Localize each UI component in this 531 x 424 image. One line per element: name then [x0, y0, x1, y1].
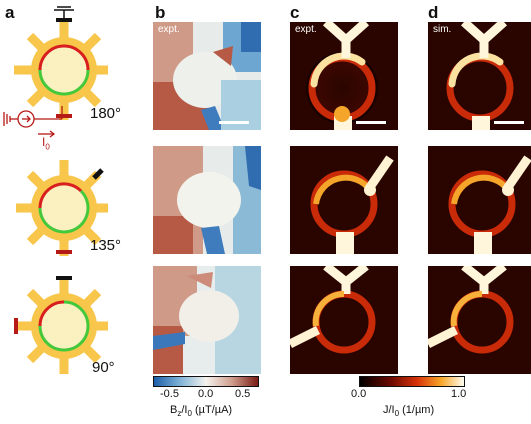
bz-map-180: expt. [153, 22, 261, 130]
device-schematic-90 [14, 276, 108, 374]
contact-bottom-red [56, 250, 72, 254]
green-arc [38, 189, 90, 234]
scale-bar [356, 121, 386, 124]
angle-label-90: 90° [92, 359, 115, 376]
contact-bottom-red [56, 114, 72, 118]
contact-top-black [56, 18, 72, 22]
current-label: I0 [42, 135, 50, 152]
panel-label-b: b [155, 3, 166, 22]
scale-bar [494, 121, 524, 124]
j-map-expt-180: expt. [290, 22, 398, 130]
panel-label-a: a [5, 3, 15, 22]
device-disk [40, 302, 88, 350]
red-arc [38, 300, 65, 327]
bz-map-90 [153, 266, 261, 374]
angle-label-180: 180° [90, 105, 122, 122]
green-arc [38, 69, 90, 96]
contact-left-red [14, 318, 18, 334]
device-disk [40, 46, 88, 94]
colorbar-bz-tick: -0.5 [160, 388, 179, 400]
red-arc [38, 44, 90, 71]
panel-label-d: d [428, 3, 439, 22]
colorbar-j [359, 376, 465, 387]
red-arc [38, 182, 83, 209]
colorbar-bz-tick: 0.0 [198, 388, 214, 400]
j-map-sim-135 [428, 146, 531, 254]
bz-map-135 [153, 146, 261, 254]
colorbar-bz [153, 376, 259, 387]
ground-symbol [54, 6, 74, 18]
j-map-expt-90 [290, 266, 398, 374]
device-disk [40, 184, 88, 232]
colorbar-j-tick: 0.0 [351, 388, 367, 400]
colorbar-bz-tick: 0.5 [235, 388, 251, 400]
angle-label-135: 135° [90, 237, 122, 254]
j-map-sim-180: sim. [428, 22, 531, 130]
contact-diag-black [92, 168, 104, 180]
colorbar-j-tick: 1.0 [451, 388, 467, 400]
scale-bar [219, 121, 249, 124]
current-source-schematic [3, 106, 63, 138]
tile-tag-expt: expt. [158, 24, 180, 35]
tile-tag-expt: expt. [295, 24, 317, 35]
colorbar-bz-label: Bz/I0 (µT/µA) [170, 404, 233, 419]
panel-label-c: c [290, 3, 300, 22]
j-map-expt-135 [290, 146, 398, 254]
green-arc [38, 300, 90, 352]
colorbar-j-label: J/I0 (1/µm) [383, 404, 435, 419]
j-map-sim-90 [428, 266, 531, 374]
device-schematic-180 [14, 6, 108, 120]
contact-top-black [56, 276, 72, 280]
tile-tag-sim: sim. [433, 24, 452, 35]
device-schematic-135 [16, 160, 108, 256]
